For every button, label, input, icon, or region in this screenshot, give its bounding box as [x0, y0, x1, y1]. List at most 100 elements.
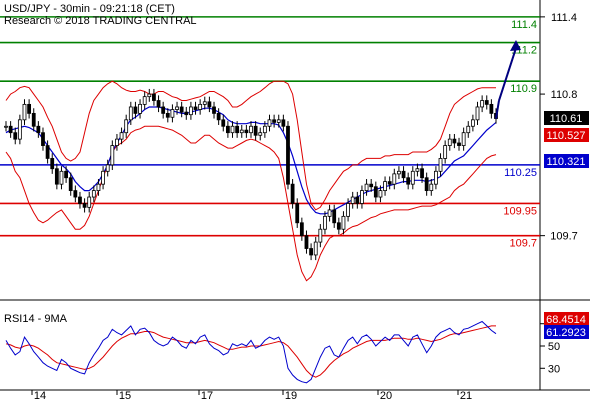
candle-body — [434, 170, 438, 185]
candle-body — [22, 103, 27, 121]
candle-body — [461, 132, 466, 146]
candle-body — [355, 196, 360, 204]
candle-body — [59, 170, 64, 185]
candle-body — [179, 106, 184, 113]
candle-body — [295, 203, 300, 224]
price-badge-bg-0 — [544, 111, 589, 125]
candle-body — [152, 93, 156, 101]
candle-body — [309, 248, 313, 256]
price-badge-label-1: 110.527 — [547, 130, 586, 142]
candle-body — [424, 177, 429, 192]
candle-body — [128, 106, 133, 121]
candle-body — [350, 196, 355, 204]
candle-body — [318, 228, 323, 243]
candle-body — [133, 106, 138, 114]
candle-body — [230, 125, 235, 134]
candle-body — [429, 183, 434, 192]
candle-body — [36, 125, 41, 134]
candle-body — [373, 186, 378, 198]
candle-body — [50, 158, 55, 170]
candle-body — [406, 177, 411, 185]
candle-body — [304, 235, 309, 249]
chart-header-copyright: Research © 2018 TRADING CENTRAL — [4, 15, 197, 27]
candle-body — [147, 93, 152, 98]
level-label-0: 111.4 — [511, 19, 537, 31]
candle-body — [360, 190, 364, 204]
candle-body — [221, 119, 226, 127]
forecast-arrow-shaft — [498, 47, 517, 101]
candle-body — [286, 125, 290, 185]
forecast-arrow-head — [510, 40, 521, 52]
candle-body — [82, 203, 87, 208]
time-tick-label-5: 21 — [460, 390, 472, 400]
price-tick-label-2: 109.7 — [550, 231, 578, 243]
candle-body — [68, 177, 73, 192]
candle-body — [184, 111, 189, 116]
price-tick-label-1: 110.8 — [551, 89, 578, 101]
level-label-2: 110.9 — [510, 83, 537, 95]
candle-body — [73, 190, 78, 198]
candle-body — [124, 119, 129, 134]
candle-body — [87, 196, 92, 208]
candle-body — [110, 145, 115, 166]
candle-body — [54, 168, 59, 185]
candle-body — [156, 100, 161, 108]
candle-body — [313, 241, 318, 256]
candle-body — [378, 190, 383, 198]
candle-body — [91, 190, 96, 198]
candle-body — [410, 170, 415, 185]
time-tick-label-2: 17 — [201, 390, 213, 400]
candle-body — [258, 132, 263, 136]
candle-body — [244, 129, 249, 134]
candle-body — [13, 132, 18, 140]
candle-body — [383, 181, 387, 192]
price-badge-bg-1 — [544, 128, 589, 142]
price-badge-bg-2 — [544, 154, 589, 168]
rsi-badge-bg-1 — [544, 325, 589, 339]
candle-body — [119, 132, 124, 140]
candle-body — [31, 112, 36, 127]
bollinger-upper-line — [5, 80, 496, 211]
candle-body — [41, 132, 45, 146]
candle-body — [202, 101, 207, 105]
time-tick-label-4: 20 — [380, 390, 392, 400]
candle-body — [235, 125, 240, 134]
candle-body — [420, 168, 424, 179]
candle-body — [327, 209, 332, 217]
time-tick-label-3: 19 — [285, 390, 297, 400]
candle-body — [484, 100, 489, 105]
time-tick-label-0: 14 — [34, 390, 46, 400]
candle-body — [336, 222, 341, 230]
candle-body — [387, 181, 392, 185]
candle-body — [193, 106, 198, 110]
candle-body — [64, 170, 68, 179]
candle-body — [17, 119, 22, 140]
candle-body — [161, 106, 166, 114]
candle-body — [142, 96, 147, 105]
candle-body — [415, 168, 420, 172]
candle-body — [225, 125, 230, 134]
rsi-panel-title: RSI14 - 9MA — [4, 313, 68, 325]
candle-body — [96, 183, 101, 192]
price-tick-label-0: 111.4 — [551, 12, 577, 24]
candle-body — [115, 138, 119, 146]
candle-body — [466, 125, 471, 134]
candle-body — [443, 145, 448, 159]
level-label-5: 109.7 — [509, 238, 537, 250]
candle-body — [447, 138, 452, 146]
candle-body — [27, 103, 32, 114]
price-badge-label-2: 110.321 — [547, 156, 586, 168]
candle-body — [480, 100, 485, 108]
candle-body — [276, 119, 281, 123]
candle-body — [346, 203, 350, 217]
rsi-badge-label-1: 61.2923 — [546, 327, 586, 339]
candle-body — [369, 183, 374, 188]
candle-body — [253, 125, 258, 136]
candle-body — [189, 106, 193, 116]
candle-body — [332, 209, 337, 224]
time-tick-label-1: 15 — [119, 390, 131, 400]
candle-body — [78, 196, 82, 204]
rsi-line — [5, 320, 497, 384]
candle-body — [45, 145, 50, 159]
